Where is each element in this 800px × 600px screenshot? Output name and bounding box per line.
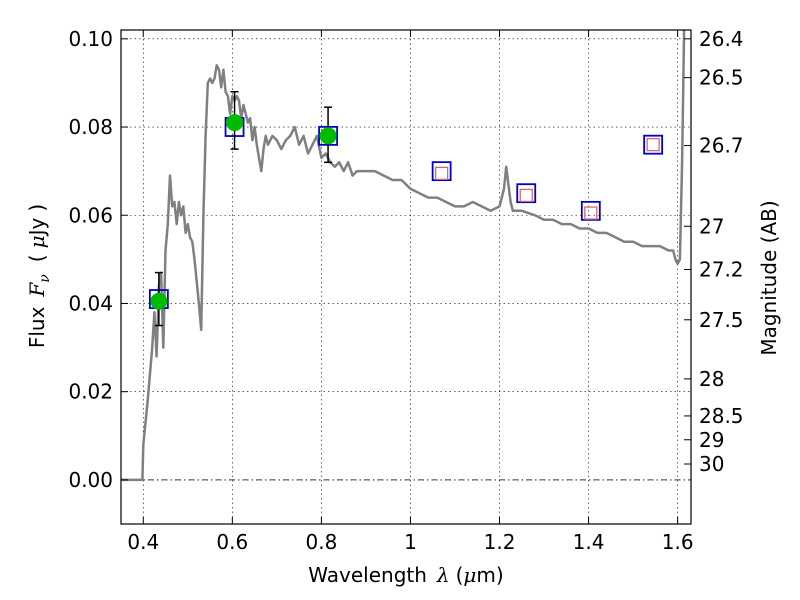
x-tick-label: 0.6 <box>216 530 248 554</box>
x-tick-label: 1 <box>404 530 417 554</box>
magnitude-tick-label: 27.5 <box>699 308 744 332</box>
x-tick-label: 1.2 <box>484 530 516 554</box>
x-tick-label: 1.6 <box>662 530 694 554</box>
model-flux-square <box>516 183 537 204</box>
y-tick-label: 0.04 <box>68 291 113 315</box>
y-axis-ticks: 0.00 0.02 0.04 0.06 0.08 0.10 <box>68 27 128 492</box>
model-flux-square <box>431 161 452 182</box>
photometry-markers <box>148 91 664 327</box>
upper-limit-square <box>434 166 449 180</box>
magnitude-tick-label: 30 <box>699 452 724 476</box>
observed-flux-point <box>319 127 337 145</box>
magnitude-tick-label: 26.5 <box>699 66 744 90</box>
x-axis-ticks: 0.4 0.6 0.8 1 1.2 1.4 1.6 <box>127 30 694 554</box>
spectrum-series <box>121 30 686 482</box>
observed-flux-point <box>226 114 244 132</box>
magnitude-tick-label: 28.5 <box>699 404 744 428</box>
upper-limit-square <box>584 206 598 220</box>
observed-flux-point <box>150 292 168 310</box>
x-tick-label: 1.4 <box>573 530 605 554</box>
magnitude-axis-label: Magnitude (AB) <box>757 200 781 355</box>
plot-border <box>120 29 692 525</box>
x-tick-label: 0.8 <box>305 530 337 554</box>
x-axis-label: Wavelength λ (μm) <box>308 563 503 587</box>
magnitude-tick-label: 29 <box>699 428 724 452</box>
y-tick-label: 0.08 <box>68 115 113 139</box>
upper-limit-square <box>519 188 533 203</box>
magnitude-tick-label: 27 <box>699 214 724 238</box>
y-tick-label: 0.06 <box>68 203 113 227</box>
magnitude-tick-label: 26.7 <box>699 134 744 158</box>
x-tick-label: 0.4 <box>127 530 159 554</box>
magnitude-tick-label: 26.4 <box>699 27 744 51</box>
plot-frame <box>120 29 692 525</box>
magnitude-tick-label: 28 <box>699 367 724 391</box>
y-tick-label: 0.00 <box>68 468 113 492</box>
y-tick-label: 0.02 <box>68 380 113 404</box>
grid-lines <box>121 30 691 524</box>
model-flux-square <box>580 200 601 221</box>
magnitude-tick-label: 27.2 <box>699 258 744 282</box>
spectrum-line <box>121 30 686 482</box>
y-tick-label: 0.10 <box>68 27 113 51</box>
model-flux-square <box>643 134 664 155</box>
upper-limit-square <box>646 138 660 152</box>
y-axis-label: FluxFν(μJy) <box>25 204 53 348</box>
